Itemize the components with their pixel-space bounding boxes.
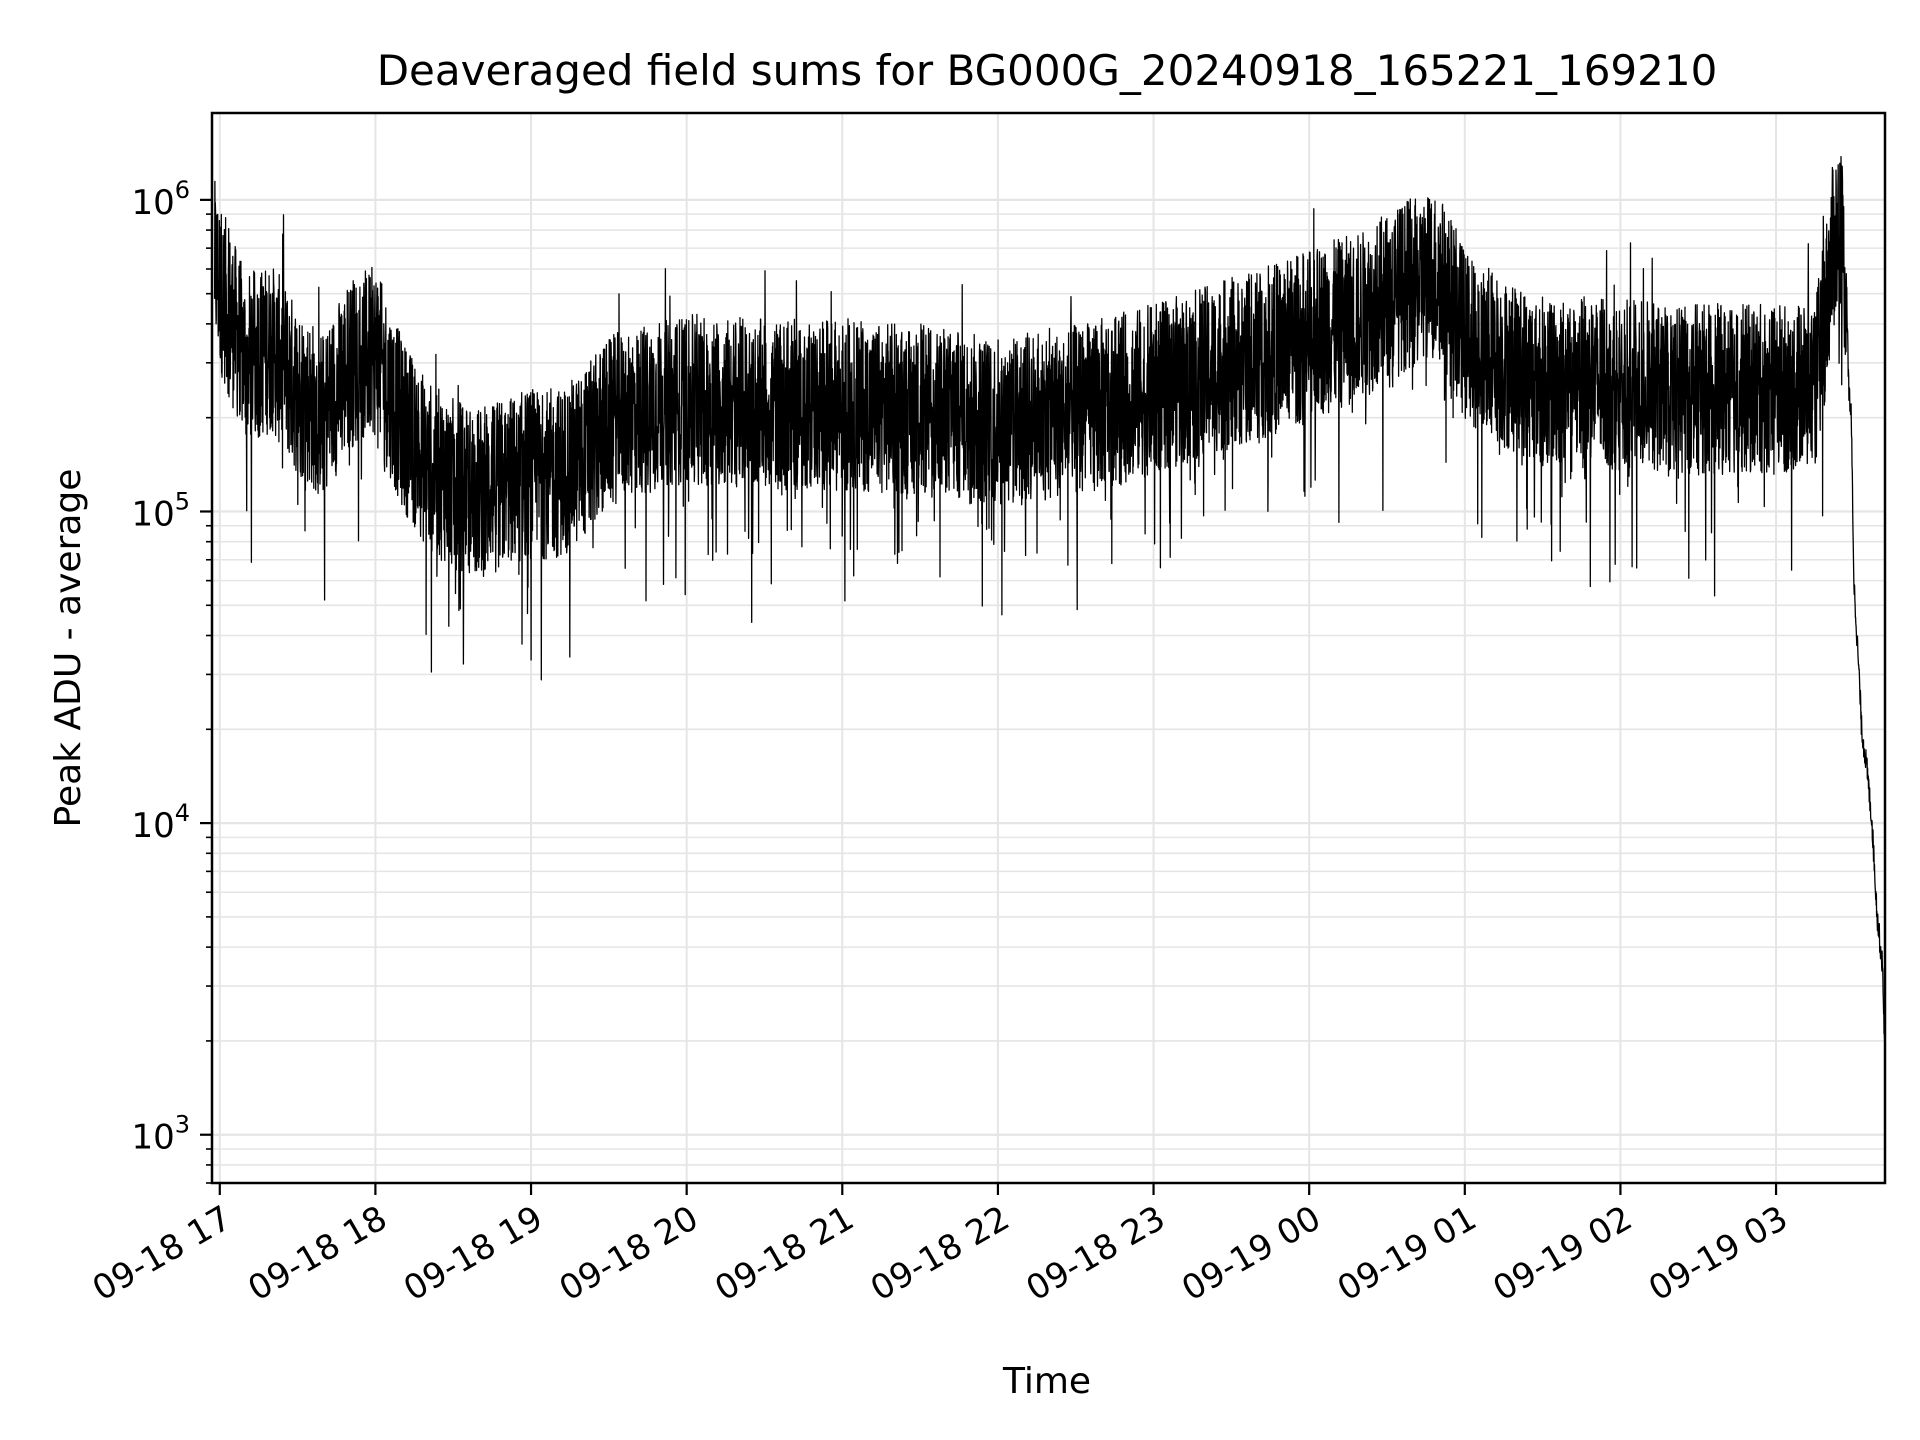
y-tick-label-exponent: 6	[175, 176, 190, 204]
y-tick-label-exponent: 3	[175, 1111, 190, 1139]
y-axis-title: Peak ADU - average	[48, 469, 89, 828]
y-tick-label-base: 10	[131, 806, 174, 846]
y-tick-label-base: 10	[131, 183, 174, 223]
y-tick-label-base: 10	[131, 494, 174, 534]
y-tick-label: 105	[131, 487, 190, 534]
y-tick-label-exponent: 5	[175, 487, 190, 515]
x-axis-title: Time	[1002, 1361, 1091, 1402]
y-tick-label: 103	[131, 1111, 190, 1158]
y-tick-label: 106	[131, 176, 190, 223]
plot-frame	[210, 111, 1887, 1185]
series-line	[213, 155, 1886, 1058]
chart-title: Deaveraged field sums for BG000G_2024091…	[377, 46, 1718, 95]
y-tick-label-exponent: 4	[175, 799, 190, 827]
y-tick-label: 104	[131, 799, 190, 846]
y-tick-label-base: 10	[131, 1118, 174, 1158]
series-lines	[213, 155, 1886, 1058]
